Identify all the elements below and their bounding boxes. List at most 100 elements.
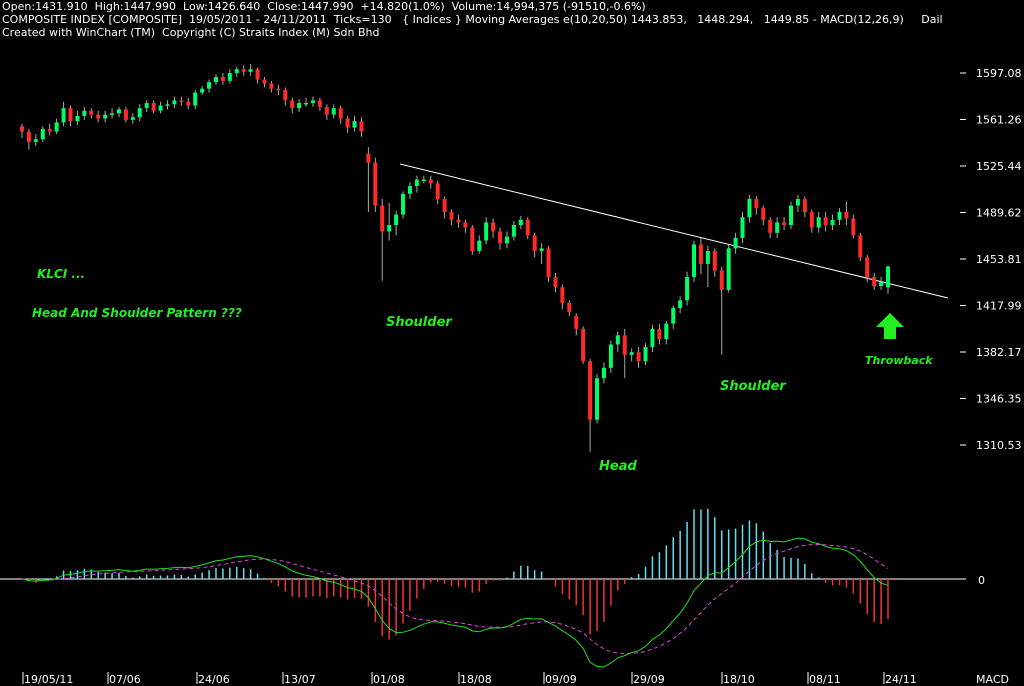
price-tick-label: 1453.81	[976, 253, 1022, 266]
candle-body	[165, 104, 170, 106]
price-tick-label: 1489.62	[976, 207, 1022, 220]
candle-body	[643, 347, 648, 362]
candle-body	[290, 100, 295, 109]
candle-body	[68, 108, 73, 122]
candle-body	[816, 217, 821, 228]
trendline-layer	[399, 163, 949, 299]
candle-body	[463, 222, 468, 228]
candle-body	[255, 69, 260, 80]
pattern-label: Head And Shoulder Pattern ???	[32, 306, 242, 320]
candle-body	[886, 266, 890, 288]
macd-signal-line	[21, 543, 889, 655]
candle-body	[40, 128, 45, 140]
candle-body	[75, 115, 80, 122]
candle-body	[851, 218, 856, 236]
candle-body	[317, 100, 322, 107]
candle-body	[331, 108, 336, 115]
candle-body	[366, 153, 371, 163]
candle-body	[193, 92, 198, 106]
candle-body	[789, 205, 794, 225]
candle-body	[310, 100, 315, 103]
candle-body	[26, 131, 31, 142]
candle-body	[352, 121, 357, 128]
candle-body	[588, 361, 593, 420]
price-tick-label: 1525.44	[976, 160, 1022, 173]
throwback-label: Throwback	[865, 354, 933, 367]
date-label: 18/08	[460, 673, 492, 686]
candle-body	[82, 110, 87, 116]
candle-body	[601, 367, 606, 379]
candle-body	[671, 308, 676, 324]
right-shoulder-label: Shoulder	[720, 379, 787, 394]
date-label: 29/09	[633, 673, 665, 686]
candle-body	[435, 183, 440, 200]
candle-body	[678, 300, 683, 309]
price-tick-label: 1597.08	[976, 67, 1022, 80]
candle-body	[373, 162, 378, 206]
candle-body	[401, 193, 406, 215]
candle-body	[137, 108, 142, 118]
candle-body	[345, 118, 350, 128]
candle-body	[470, 227, 475, 251]
left-shoulder-label: Shoulder	[386, 315, 453, 330]
candle-body	[477, 240, 482, 251]
candle-body	[130, 117, 135, 120]
candle-body	[380, 205, 385, 232]
candle-body	[511, 224, 516, 237]
date-label: 24/06	[198, 673, 230, 686]
date-label: 01/08	[373, 673, 405, 686]
candle-body	[428, 179, 433, 184]
candle-body	[775, 222, 780, 233]
candle-body	[387, 224, 392, 232]
candle-body	[144, 102, 149, 109]
candle-body	[456, 219, 461, 223]
candle-body	[629, 352, 634, 355]
macd-line	[21, 537, 889, 668]
candle-body	[262, 79, 267, 84]
candle-body	[636, 352, 641, 362]
price-tick-label: 1382.17	[976, 346, 1022, 359]
candle-body	[560, 287, 565, 303]
candle-body	[151, 102, 156, 111]
candle-body	[304, 102, 309, 105]
candle-body	[449, 212, 454, 220]
candle-body	[179, 100, 184, 102]
candle-body	[241, 69, 246, 72]
candle-body	[754, 199, 759, 209]
head-label: Head	[599, 459, 637, 474]
candle-body	[615, 335, 620, 345]
candle-body	[359, 121, 364, 132]
candle-body	[782, 222, 787, 225]
candle-body	[96, 114, 101, 119]
date-label: 13/07	[284, 673, 316, 686]
price-tick-label: 1346.35	[976, 392, 1022, 405]
candle-body	[186, 101, 191, 106]
price-tick-label: 1417.99	[976, 299, 1022, 312]
candle-body	[123, 109, 128, 120]
candle-body	[747, 199, 752, 218]
candle-body	[498, 231, 503, 244]
candle-body	[595, 378, 600, 420]
candle-body	[220, 76, 225, 81]
candle-body	[844, 212, 849, 219]
macd-axis-label: MACD	[976, 673, 1009, 686]
candle-body	[297, 102, 302, 109]
candle-body	[442, 199, 447, 213]
annotation-layer: KLCI ... Head And Shoulder Pattern ??? S…	[32, 267, 933, 474]
macd-zero-label: 0	[978, 574, 985, 587]
candle-body	[103, 114, 108, 119]
candle-body	[407, 186, 412, 194]
candle-body	[20, 126, 24, 132]
candle-body	[525, 219, 530, 236]
candle-body	[553, 276, 558, 288]
candle-body	[539, 248, 544, 251]
candle-body	[54, 122, 59, 132]
candle-body	[61, 108, 66, 123]
candle-body	[116, 109, 121, 114]
date-label: 07/06	[109, 673, 141, 686]
candle-body	[622, 335, 627, 355]
candle-body	[172, 100, 177, 105]
candle-body	[532, 235, 537, 251]
candle-body	[830, 219, 835, 225]
candle-body	[574, 315, 579, 329]
